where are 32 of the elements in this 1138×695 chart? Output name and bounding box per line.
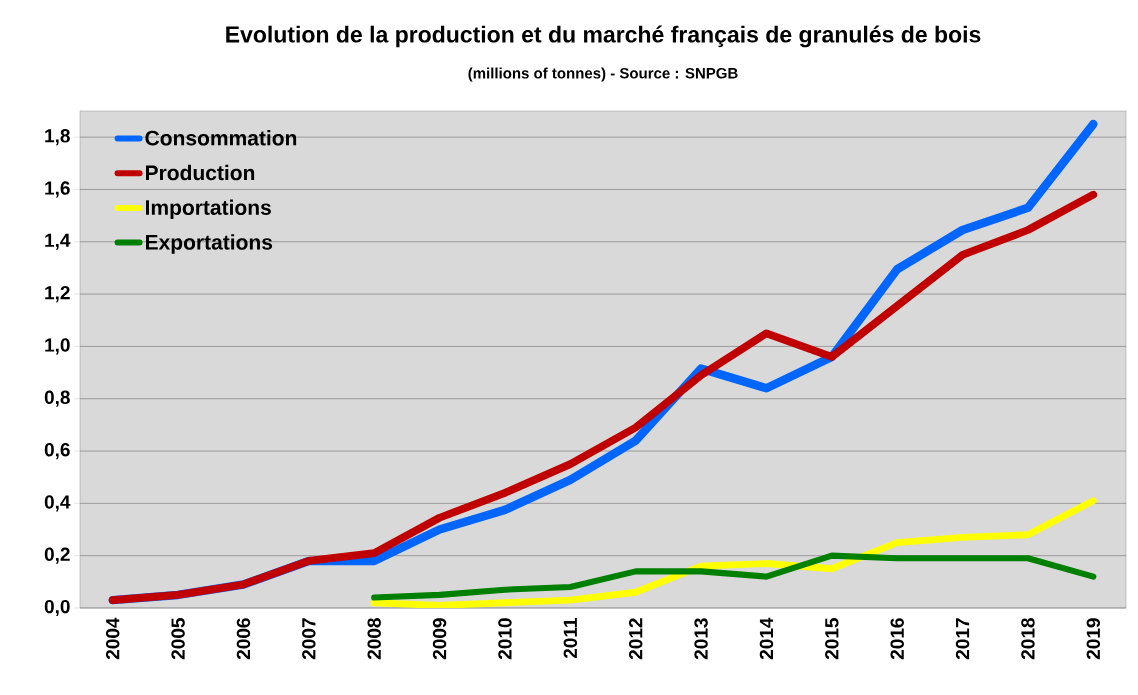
x-tick-label: 2019 xyxy=(1086,618,1101,660)
chart-subtitle: (millions of tonnes) - Source : SNPGB xyxy=(468,67,738,82)
y-tick-label: 0,0 xyxy=(44,599,70,617)
x-tick-label: 2009 xyxy=(432,618,447,660)
legend-label: Importations xyxy=(146,199,271,220)
legend-label: Production xyxy=(146,164,255,181)
legend-label: Consommation xyxy=(145,130,297,146)
x-tick-label: 2004 xyxy=(105,617,120,660)
x-tick-label: 2006 xyxy=(236,618,251,660)
x-tick-label: 2014 xyxy=(759,617,774,660)
x-tick-label: 2018 xyxy=(1021,618,1035,660)
y-tick-label: 1,6 xyxy=(45,181,70,198)
x-tick-label: 2015 xyxy=(825,618,839,660)
y-tick-label: 0,2 xyxy=(44,547,70,564)
x-tick-label: 2016 xyxy=(890,618,904,660)
y-tick-label: 1,8 xyxy=(45,129,70,146)
chart-title: Evolution de la production et du marché français de granulés de bois xyxy=(226,25,981,48)
x-tick-label: 2007 xyxy=(302,618,316,660)
x-tick-label: 2017 xyxy=(955,618,970,660)
y-tick-label: 0,6 xyxy=(44,442,70,460)
y-tick-label: 1,4 xyxy=(45,233,71,250)
y-tick-label: 0,4 xyxy=(44,495,71,512)
x-tick-label: 2008 xyxy=(367,618,381,660)
x-tick-label: 2011 xyxy=(563,618,578,659)
x-tick-label: 2013 xyxy=(694,618,708,660)
legend-label: Exportations xyxy=(146,234,273,254)
x-tick-label: 2005 xyxy=(171,618,185,660)
x-tick-label: 2010 xyxy=(498,618,512,660)
x-tick-label: 2012 xyxy=(628,618,643,660)
y-tick-label: 1,2 xyxy=(45,285,70,303)
y-tick-label: 1,0 xyxy=(45,338,70,355)
y-tick-label: 0,8 xyxy=(44,390,70,407)
